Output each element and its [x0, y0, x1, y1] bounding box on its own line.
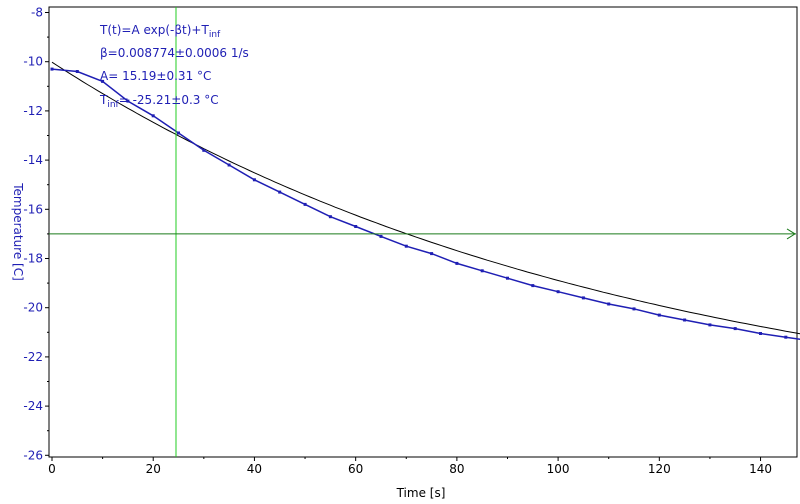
data-point [177, 131, 180, 135]
data-point [556, 290, 560, 294]
x-axis-title: Time [s] [396, 486, 446, 500]
y-tick-label: -20 [23, 301, 43, 315]
data-point [404, 244, 408, 248]
tinf-symbol: T [99, 93, 108, 107]
data-point [75, 70, 79, 73]
beta-label: β=0.008774±0.0006 1/s [100, 46, 249, 60]
data-point [683, 318, 687, 322]
tinf-label: Tinf= -25.21±0.3 °C [99, 93, 219, 110]
tinf-subscript: inf [107, 100, 119, 110]
y-tick-label: -24 [23, 399, 43, 413]
x-tick-label: 140 [749, 462, 772, 476]
data-point [126, 99, 130, 103]
fit-equation-label: T(t)=A exp(-βt)+Tinf [99, 23, 221, 40]
fit-annotation: T(t)=A exp(-βt)+Tinf β=0.008774±0.0006 1… [99, 23, 249, 110]
data-point [101, 79, 105, 83]
x-tick-label: 20 [146, 462, 161, 476]
cursor-arrow-icon [786, 228, 796, 240]
fit-curve [51, 61, 800, 335]
x-tick-label: 80 [449, 462, 464, 476]
data-series-line [51, 68, 800, 341]
y-tick-label: -16 [23, 202, 43, 216]
data-point [303, 202, 307, 206]
amplitude-label: A= 15.19±0.31 °C [100, 69, 211, 83]
x-tick-label: 100 [547, 462, 570, 476]
x-tick-label: 60 [348, 462, 363, 476]
data-point [784, 335, 788, 339]
plot-area [48, 6, 798, 458]
fit-equation-subscript: inf [209, 30, 221, 40]
y-axis-title: Temperature [C] [11, 182, 25, 281]
data-point [759, 332, 762, 335]
y-tick-label: -18 [23, 252, 43, 266]
data-point [632, 307, 636, 311]
x-tick-label: 0 [48, 462, 56, 476]
data-point [657, 313, 661, 317]
tinf-value: = -25.21±0.3 °C [119, 93, 219, 107]
data-point [581, 296, 585, 300]
data-point [227, 163, 231, 167]
data-point [607, 302, 611, 306]
data-point [252, 178, 256, 182]
y-tick-label: -10 [23, 55, 43, 69]
data-point [506, 276, 509, 280]
data-point [328, 215, 332, 219]
data-point [708, 323, 712, 327]
y-tick-label: -22 [23, 350, 43, 364]
y-tick-label: -14 [23, 153, 43, 167]
data-point [202, 148, 206, 152]
data-point [278, 190, 282, 194]
data-point [50, 67, 54, 71]
data-point [531, 284, 535, 288]
data-point [379, 234, 383, 238]
data-point [354, 225, 358, 228]
y-tick-label: -26 [23, 448, 43, 462]
data-point [430, 252, 434, 256]
y-tick-label: -8 [31, 6, 43, 20]
data-point [480, 269, 484, 273]
x-tick-label: 120 [648, 462, 671, 476]
data-point [733, 327, 737, 331]
data-point [455, 261, 459, 265]
fit-equation-text: T(t)=A exp(-βt)+T [99, 23, 209, 37]
data-point [151, 114, 155, 118]
x-tick-label: 40 [247, 462, 262, 476]
y-tick-label: -12 [23, 104, 43, 118]
